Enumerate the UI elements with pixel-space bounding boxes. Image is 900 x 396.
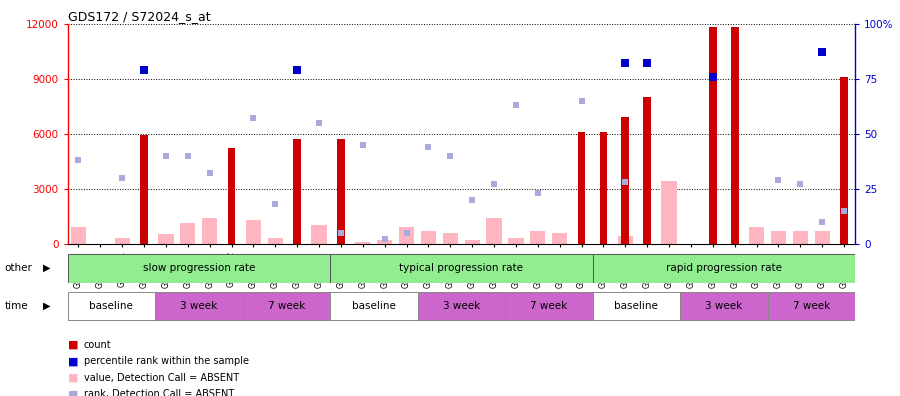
- Text: count: count: [84, 339, 112, 350]
- Text: percentile rank within the sample: percentile rank within the sample: [84, 356, 248, 366]
- Text: ■: ■: [68, 356, 78, 366]
- Bar: [709, 27, 716, 244]
- Text: typical progression rate: typical progression rate: [400, 263, 523, 273]
- Bar: [578, 132, 585, 244]
- Bar: [486, 218, 501, 244]
- Text: GDS172 / S72024_s_at: GDS172 / S72024_s_at: [68, 10, 210, 23]
- Bar: [228, 148, 236, 244]
- Bar: [770, 231, 786, 244]
- Bar: [311, 225, 327, 244]
- Text: other: other: [4, 263, 32, 273]
- Bar: [155, 291, 242, 320]
- Bar: [267, 238, 283, 244]
- Text: ▶: ▶: [43, 263, 50, 273]
- Bar: [749, 227, 764, 244]
- Text: baseline: baseline: [89, 301, 133, 311]
- Text: 7 week: 7 week: [267, 301, 305, 311]
- Bar: [662, 181, 677, 244]
- Bar: [68, 291, 155, 320]
- Bar: [293, 139, 301, 244]
- Bar: [338, 139, 345, 244]
- Bar: [592, 291, 680, 320]
- Text: rank, Detection Call = ABSENT: rank, Detection Call = ABSENT: [84, 389, 234, 396]
- Bar: [793, 231, 808, 244]
- Bar: [242, 291, 330, 320]
- Bar: [377, 240, 392, 244]
- Text: baseline: baseline: [615, 301, 658, 311]
- Text: rapid progression rate: rapid progression rate: [666, 263, 782, 273]
- Bar: [356, 242, 371, 244]
- Text: 3 week: 3 week: [443, 301, 480, 311]
- Bar: [622, 117, 629, 244]
- Text: ■: ■: [68, 373, 78, 383]
- Bar: [68, 254, 330, 283]
- Text: 7 week: 7 week: [793, 301, 830, 311]
- Bar: [330, 254, 592, 283]
- Bar: [246, 220, 261, 244]
- Text: baseline: baseline: [352, 301, 396, 311]
- Bar: [418, 291, 505, 320]
- Bar: [530, 231, 545, 244]
- Bar: [330, 291, 418, 320]
- Text: 7 week: 7 week: [530, 301, 567, 311]
- Bar: [592, 254, 855, 283]
- Bar: [140, 135, 148, 244]
- Bar: [599, 132, 608, 244]
- Bar: [443, 232, 458, 244]
- Bar: [841, 77, 848, 244]
- Bar: [731, 27, 739, 244]
- Text: time: time: [4, 301, 28, 311]
- Text: ▶: ▶: [43, 301, 50, 311]
- Bar: [680, 291, 768, 320]
- Bar: [768, 291, 855, 320]
- Bar: [508, 238, 524, 244]
- Bar: [158, 234, 174, 244]
- Bar: [464, 240, 480, 244]
- Bar: [71, 227, 86, 244]
- Text: 3 week: 3 week: [705, 301, 742, 311]
- Bar: [421, 231, 436, 244]
- Text: 3 week: 3 week: [180, 301, 218, 311]
- Text: ■: ■: [68, 389, 78, 396]
- Bar: [114, 238, 130, 244]
- Bar: [644, 97, 651, 244]
- Bar: [814, 231, 830, 244]
- Text: slow progression rate: slow progression rate: [142, 263, 255, 273]
- Bar: [202, 218, 217, 244]
- Text: value, Detection Call = ABSENT: value, Detection Call = ABSENT: [84, 373, 238, 383]
- Bar: [617, 236, 633, 244]
- Bar: [552, 232, 567, 244]
- Bar: [505, 291, 592, 320]
- Bar: [180, 223, 195, 244]
- Text: ■: ■: [68, 339, 78, 350]
- Bar: [399, 227, 414, 244]
